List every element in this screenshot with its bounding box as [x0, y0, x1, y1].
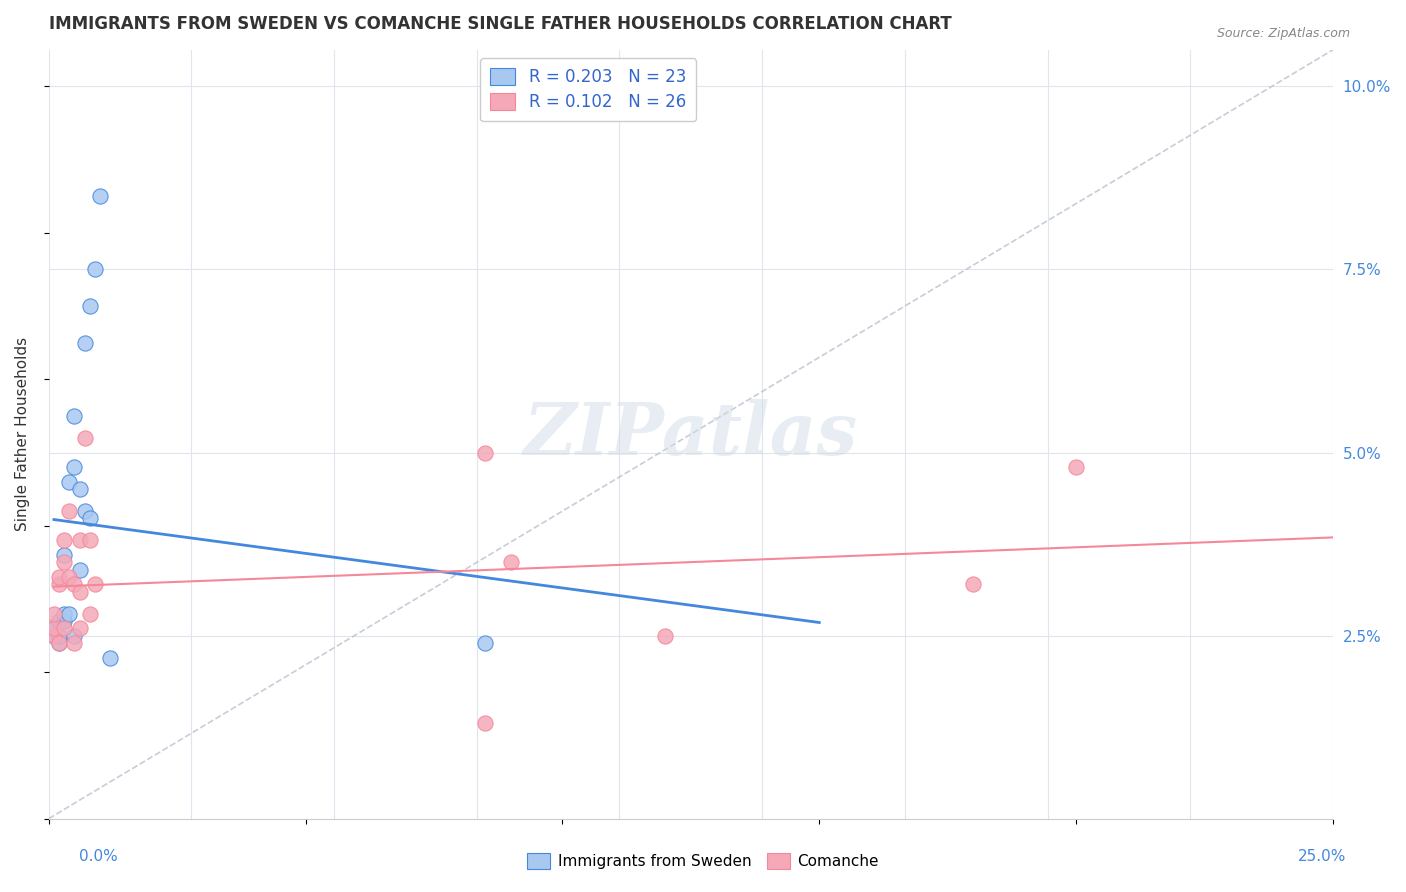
Point — [73, 335, 96, 350]
Text: ZIPatlas: ZIPatlas — [524, 399, 858, 470]
Point — [79, 299, 101, 313]
Point — [53, 621, 76, 635]
Point — [69, 482, 91, 496]
Point — [53, 614, 76, 628]
Point — [474, 716, 496, 731]
Point — [89, 189, 111, 203]
Point — [48, 629, 70, 643]
Point — [69, 621, 91, 635]
Point — [42, 607, 65, 621]
Point — [1064, 460, 1087, 475]
Point — [73, 504, 96, 518]
Point — [58, 475, 80, 489]
Point — [79, 607, 101, 621]
Legend: Immigrants from Sweden, Comanche: Immigrants from Sweden, Comanche — [522, 847, 884, 875]
Point — [79, 533, 101, 548]
Y-axis label: Single Father Households: Single Father Households — [15, 337, 30, 532]
Point — [69, 563, 91, 577]
Point — [48, 614, 70, 628]
Legend: R = 0.203   N = 23, R = 0.102   N = 26: R = 0.203 N = 23, R = 0.102 N = 26 — [481, 58, 696, 121]
Point — [42, 621, 65, 635]
Point — [84, 577, 107, 591]
Point — [63, 636, 86, 650]
Point — [84, 262, 107, 277]
Point — [79, 511, 101, 525]
Text: IMMIGRANTS FROM SWEDEN VS COMANCHE SINGLE FATHER HOUSEHOLDS CORRELATION CHART: IMMIGRANTS FROM SWEDEN VS COMANCHE SINGL… — [49, 15, 952, 33]
Text: Source: ZipAtlas.com: Source: ZipAtlas.com — [1216, 27, 1350, 40]
Text: 25.0%: 25.0% — [1298, 849, 1346, 863]
Point — [53, 533, 76, 548]
Point — [962, 577, 984, 591]
Point — [48, 577, 70, 591]
Point — [42, 629, 65, 643]
Point — [69, 533, 91, 548]
Point — [48, 570, 70, 584]
Point — [48, 636, 70, 650]
Point — [58, 607, 80, 621]
Point — [63, 577, 86, 591]
Point — [474, 445, 496, 459]
Point — [474, 636, 496, 650]
Point — [58, 504, 80, 518]
Point — [53, 555, 76, 569]
Point — [69, 584, 91, 599]
Text: 0.0%: 0.0% — [79, 849, 118, 863]
Point — [63, 409, 86, 423]
Point — [63, 629, 86, 643]
Point — [53, 548, 76, 562]
Point — [48, 636, 70, 650]
Point — [53, 607, 76, 621]
Point — [42, 621, 65, 635]
Point — [654, 629, 676, 643]
Point — [73, 431, 96, 445]
Point — [100, 650, 122, 665]
Point — [42, 629, 65, 643]
Point — [499, 555, 522, 569]
Point — [63, 460, 86, 475]
Point — [58, 570, 80, 584]
